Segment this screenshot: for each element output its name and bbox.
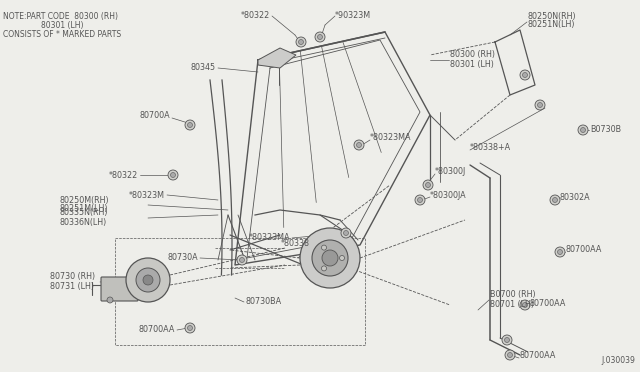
Text: 80700A: 80700A bbox=[140, 110, 170, 119]
Text: NOTE:PART CODE  80300 (RH): NOTE:PART CODE 80300 (RH) bbox=[3, 12, 118, 21]
Circle shape bbox=[312, 240, 348, 276]
Polygon shape bbox=[258, 48, 296, 68]
Circle shape bbox=[522, 302, 527, 308]
Circle shape bbox=[298, 39, 303, 45]
Text: J.030039: J.030039 bbox=[601, 356, 635, 365]
Text: 80301 (LH): 80301 (LH) bbox=[3, 21, 83, 30]
Text: 80302A: 80302A bbox=[560, 193, 591, 202]
Text: 80250M(RH): 80250M(RH) bbox=[60, 196, 109, 205]
Circle shape bbox=[504, 337, 509, 343]
Text: 80345: 80345 bbox=[191, 64, 216, 73]
Text: *80338: *80338 bbox=[281, 240, 310, 248]
Circle shape bbox=[502, 335, 512, 345]
Circle shape bbox=[356, 142, 362, 148]
Circle shape bbox=[417, 198, 422, 202]
Circle shape bbox=[168, 170, 178, 180]
Circle shape bbox=[344, 231, 349, 235]
Circle shape bbox=[550, 195, 560, 205]
Circle shape bbox=[321, 245, 326, 250]
Text: 80251M(LH): 80251M(LH) bbox=[60, 205, 109, 214]
Circle shape bbox=[538, 103, 543, 108]
Circle shape bbox=[415, 195, 425, 205]
Circle shape bbox=[557, 250, 563, 254]
Circle shape bbox=[300, 228, 360, 288]
Circle shape bbox=[508, 353, 513, 357]
Circle shape bbox=[315, 32, 325, 42]
Text: 80730 (RH): 80730 (RH) bbox=[50, 273, 95, 282]
Text: *80300J: *80300J bbox=[435, 167, 467, 176]
Text: *80323M: *80323M bbox=[129, 190, 165, 199]
Text: 80700AA: 80700AA bbox=[139, 326, 175, 334]
Circle shape bbox=[520, 300, 530, 310]
Circle shape bbox=[239, 257, 244, 263]
Circle shape bbox=[317, 35, 323, 39]
Text: *90323M: *90323M bbox=[335, 12, 371, 20]
Text: 80700AA: 80700AA bbox=[530, 298, 566, 308]
Circle shape bbox=[185, 120, 195, 130]
Circle shape bbox=[237, 255, 247, 265]
Circle shape bbox=[580, 128, 586, 132]
Circle shape bbox=[522, 73, 527, 77]
Circle shape bbox=[426, 183, 431, 187]
Text: B0700 (RH): B0700 (RH) bbox=[490, 291, 536, 299]
Circle shape bbox=[354, 140, 364, 150]
Text: CONSISTS OF * MARKED PARTS: CONSISTS OF * MARKED PARTS bbox=[3, 30, 121, 39]
Text: *80323MA: *80323MA bbox=[248, 234, 290, 243]
Circle shape bbox=[339, 256, 344, 260]
Text: 80336N(LH): 80336N(LH) bbox=[60, 218, 108, 227]
Circle shape bbox=[552, 198, 557, 202]
Text: 80730A: 80730A bbox=[168, 253, 198, 263]
Text: 80701 (LH): 80701 (LH) bbox=[490, 301, 534, 310]
Circle shape bbox=[578, 125, 588, 135]
Text: *80300JA: *80300JA bbox=[430, 190, 467, 199]
Circle shape bbox=[423, 180, 433, 190]
Circle shape bbox=[535, 100, 545, 110]
Text: *80338+A: *80338+A bbox=[470, 144, 511, 153]
Text: 80731 (LH): 80731 (LH) bbox=[50, 282, 94, 291]
Text: 80730BA: 80730BA bbox=[245, 298, 281, 307]
Circle shape bbox=[126, 258, 170, 302]
Circle shape bbox=[296, 37, 306, 47]
Circle shape bbox=[322, 250, 338, 266]
Circle shape bbox=[188, 122, 193, 128]
Text: 80251N(LH): 80251N(LH) bbox=[528, 20, 575, 29]
Text: B0730B: B0730B bbox=[590, 125, 621, 135]
Circle shape bbox=[321, 266, 326, 271]
Text: 80250N(RH): 80250N(RH) bbox=[528, 12, 577, 20]
Circle shape bbox=[188, 326, 193, 330]
Circle shape bbox=[136, 268, 160, 292]
Text: *80322: *80322 bbox=[109, 170, 138, 180]
Text: *80323MA: *80323MA bbox=[370, 134, 412, 142]
FancyBboxPatch shape bbox=[101, 277, 138, 301]
Text: *80322: *80322 bbox=[241, 12, 270, 20]
Circle shape bbox=[505, 350, 515, 360]
Circle shape bbox=[170, 173, 175, 177]
Text: 80700AA: 80700AA bbox=[566, 246, 602, 254]
Text: 80301 (LH): 80301 (LH) bbox=[450, 60, 494, 68]
Circle shape bbox=[185, 323, 195, 333]
Circle shape bbox=[143, 275, 153, 285]
Circle shape bbox=[341, 228, 351, 238]
Circle shape bbox=[107, 297, 113, 303]
Circle shape bbox=[555, 247, 565, 257]
Text: 80300 (RH): 80300 (RH) bbox=[450, 51, 495, 60]
Text: 80335N(RH): 80335N(RH) bbox=[60, 208, 109, 218]
Circle shape bbox=[520, 70, 530, 80]
Text: 80700AA: 80700AA bbox=[520, 352, 556, 360]
